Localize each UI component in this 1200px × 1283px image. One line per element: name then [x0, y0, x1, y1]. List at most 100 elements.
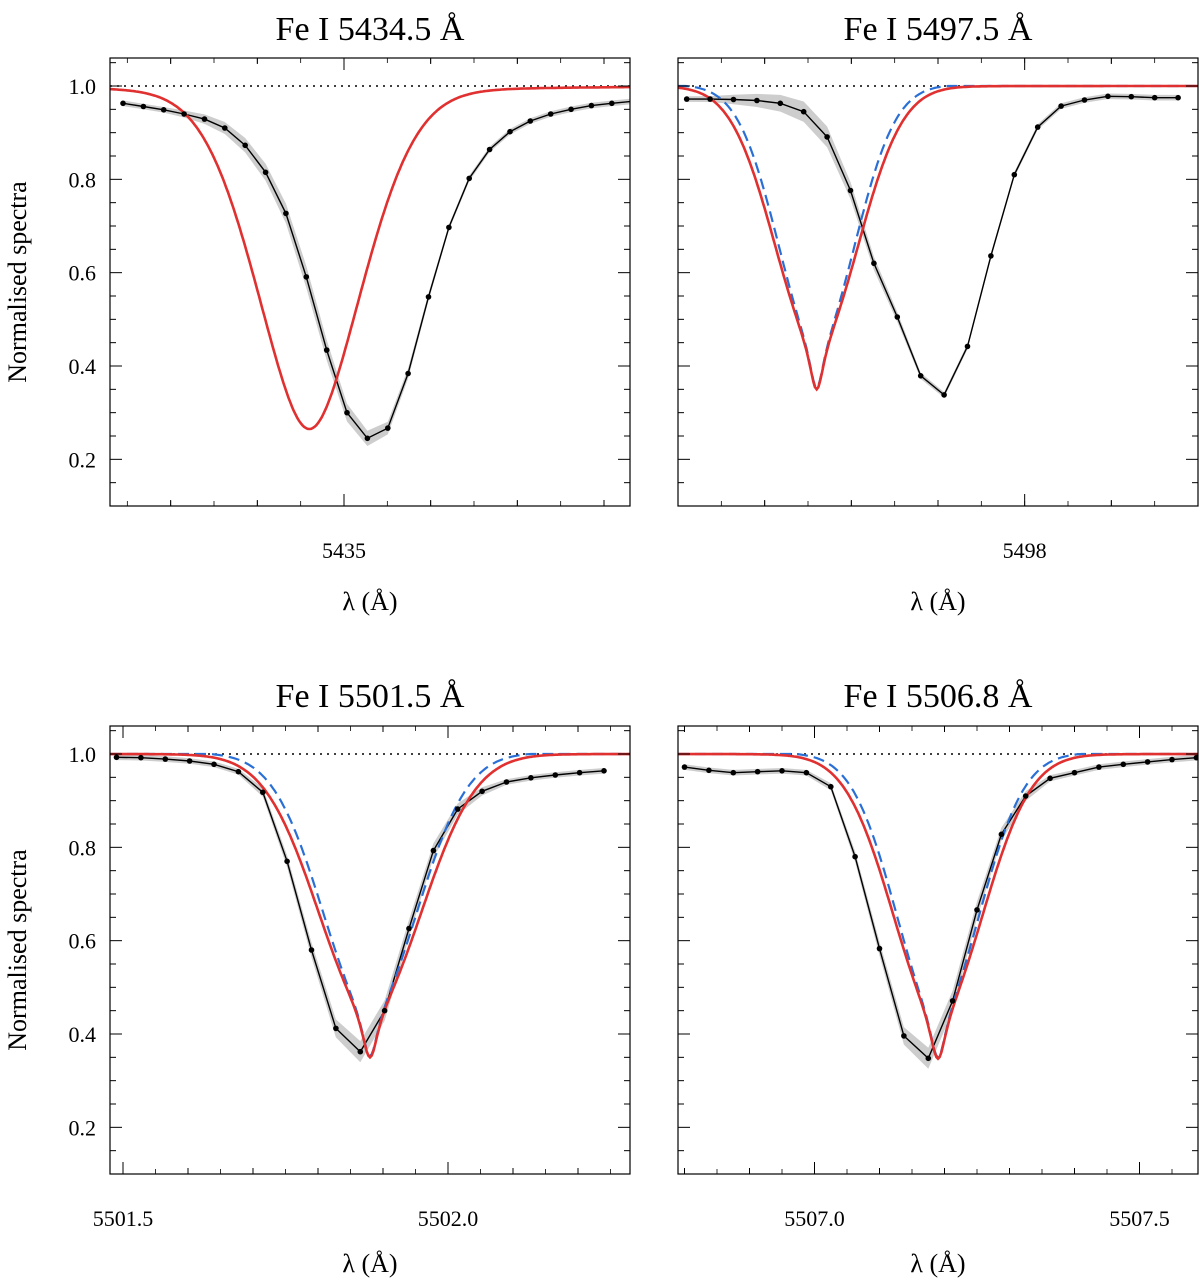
observed-data-point — [609, 100, 615, 107]
observed-spectrum-line — [122, 100, 630, 440]
observed-data-point — [949, 998, 956, 1004]
observed-data-point — [425, 294, 432, 300]
observed-data-point — [941, 392, 947, 398]
x-axis-label: λ (Å) — [910, 587, 965, 616]
observed-data-point — [803, 769, 810, 776]
observed-data-point — [964, 343, 971, 350]
observed-data-point — [1120, 761, 1127, 768]
plot-area: 0.2 0.4 0.6 0.8 1.0 5435 — [69, 57, 631, 563]
x-tick-label: 5501.5 — [93, 1206, 154, 1231]
observed-data-point — [917, 373, 924, 379]
observed-data-point — [1071, 769, 1078, 776]
observed-data-point — [988, 253, 994, 259]
observed-data-point — [262, 169, 269, 176]
observed-data-point — [1105, 93, 1111, 100]
y-tick-label: 0.6 — [69, 929, 97, 954]
observed-data-point — [1175, 94, 1181, 101]
plot-area: 5498 — [677, 57, 1199, 563]
observed-data-point — [405, 370, 411, 377]
x-tick-label: 5502.0 — [418, 1206, 479, 1231]
observed-data-point — [800, 108, 807, 115]
observed-data-point — [222, 125, 228, 131]
observed-data-point — [160, 107, 167, 113]
observed-data-point — [683, 96, 690, 102]
observed-data-point — [344, 409, 350, 416]
observed-data-point — [466, 175, 473, 182]
observed-data-point — [283, 210, 289, 217]
observed-data-point — [242, 142, 248, 149]
observed-data-point — [235, 768, 242, 775]
observed-data-point — [871, 260, 877, 267]
model-red-line — [110, 85, 630, 431]
observed-data-point — [894, 314, 901, 320]
plot-content — [110, 85, 630, 446]
model-red-line — [110, 752, 630, 1060]
observed-data-point — [588, 102, 595, 109]
panel-title: Fe I 5497.5 Å — [844, 11, 1033, 48]
observed-data-point — [284, 858, 290, 865]
observed-data-point — [777, 100, 784, 107]
panel-title: Fe I 5501.5 Å — [276, 678, 465, 715]
observed-data-point — [824, 134, 830, 140]
observed-data-point — [181, 111, 187, 117]
observed-uncertainty-band — [684, 754, 1197, 1069]
y-tick-label: 0.4 — [69, 1022, 97, 1047]
observed-data-point — [140, 103, 147, 110]
observed-spectrum-line — [686, 95, 1179, 397]
observed-data-point — [528, 775, 534, 781]
observed-data-point — [925, 1055, 932, 1062]
observed-data-point — [323, 347, 330, 353]
observed-data-point — [211, 761, 217, 768]
observed-data-point — [1022, 793, 1029, 799]
observed-data-point — [1128, 93, 1135, 100]
observed-data-point — [446, 224, 452, 231]
x-tick-label: 5507.0 — [784, 1206, 845, 1231]
observed-data-point — [754, 97, 760, 104]
observed-data-point — [779, 768, 785, 774]
plot-frame — [677, 725, 1199, 1175]
observed-data-point — [1011, 171, 1018, 178]
observed-uncertainty-band — [123, 98, 630, 446]
plot-content — [678, 84, 1198, 398]
observed-data-point — [406, 925, 412, 932]
observed-data-point — [1151, 94, 1158, 101]
y-tick-label: 1.0 — [69, 742, 97, 767]
observed-data-point — [706, 767, 712, 774]
y-tick-label: 1.0 — [69, 74, 97, 99]
plot-content — [678, 752, 1198, 1069]
observed-data-point — [503, 779, 510, 785]
x-axis-label: λ (Å) — [910, 1249, 965, 1278]
observed-data-point — [364, 435, 371, 442]
observed-data-point — [730, 769, 737, 776]
observed-data-point — [852, 853, 858, 860]
panel-fe-5434: Fe I 5434.5 Å Normalised spectra λ (Å) 0… — [3, 11, 631, 616]
plot-area: 5507.0 5507.5 — [677, 725, 1199, 1231]
observed-data-point — [1193, 754, 1198, 761]
observed-data-point — [876, 945, 883, 952]
panel-fe-5497: Fe I 5497.5 Å λ (Å) 5498 — [677, 11, 1199, 616]
plot-frame — [677, 57, 1199, 507]
observed-data-point — [1081, 97, 1088, 103]
observed-data-point — [681, 764, 688, 770]
plot-frame — [109, 57, 631, 507]
model-blue-dashed — [678, 752, 1198, 1059]
observed-data-point — [430, 847, 437, 854]
observed-data-point — [357, 1048, 364, 1055]
observed-data-point — [730, 96, 737, 103]
y-tick-label: 0.4 — [69, 354, 97, 379]
observed-data-point — [308, 947, 315, 953]
y-tick-label: 0.2 — [69, 1115, 97, 1140]
x-tick-label: 5507.5 — [1109, 1206, 1170, 1231]
y-tick-label: 0.2 — [69, 447, 97, 472]
observed-data-point — [601, 768, 607, 774]
observed-uncertainty-band — [686, 93, 1179, 398]
observed-data-point — [138, 754, 144, 761]
panel-fe-5501: Fe I 5501.5 Å Normalised spectra λ (Å) 0… — [3, 678, 631, 1278]
observed-data-point — [1034, 124, 1041, 130]
observed-data-point — [162, 756, 169, 762]
observed-data-point — [479, 788, 485, 795]
plot-content — [110, 752, 630, 1063]
x-tick-label: 5498 — [1003, 538, 1047, 563]
observed-data-point — [454, 806, 461, 812]
